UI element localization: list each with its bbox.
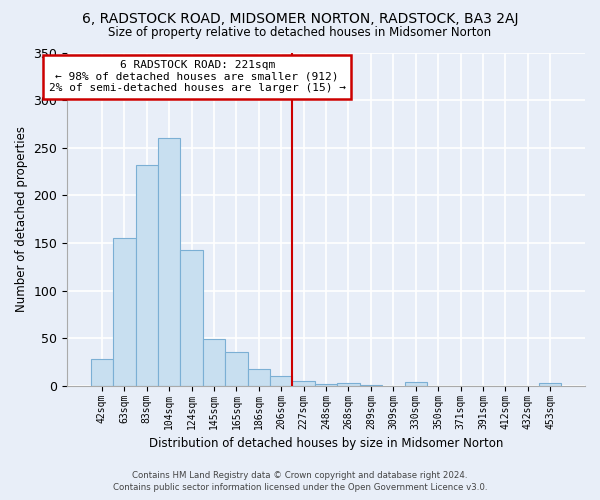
Bar [360, 385, 382, 386]
Bar [203, 339, 225, 386]
Bar [158, 138, 181, 386]
Bar [315, 384, 337, 386]
Bar [181, 250, 203, 386]
X-axis label: Distribution of detached houses by size in Midsomer Norton: Distribution of detached houses by size … [149, 437, 503, 450]
Text: Contains HM Land Registry data © Crown copyright and database right 2024.
Contai: Contains HM Land Registry data © Crown c… [113, 471, 487, 492]
Text: Size of property relative to detached houses in Midsomer Norton: Size of property relative to detached ho… [109, 26, 491, 39]
Y-axis label: Number of detached properties: Number of detached properties [15, 126, 28, 312]
Bar [248, 368, 270, 386]
Bar [91, 359, 113, 386]
Bar [404, 382, 427, 386]
Bar [270, 376, 292, 386]
Bar [225, 352, 248, 386]
Bar [539, 383, 562, 386]
Bar [292, 381, 315, 386]
Bar [337, 383, 360, 386]
Bar [136, 165, 158, 386]
Bar [113, 238, 136, 386]
Text: 6, RADSTOCK ROAD, MIDSOMER NORTON, RADSTOCK, BA3 2AJ: 6, RADSTOCK ROAD, MIDSOMER NORTON, RADST… [82, 12, 518, 26]
Text: 6 RADSTOCK ROAD: 221sqm
← 98% of detached houses are smaller (912)
2% of semi-de: 6 RADSTOCK ROAD: 221sqm ← 98% of detache… [49, 60, 346, 94]
